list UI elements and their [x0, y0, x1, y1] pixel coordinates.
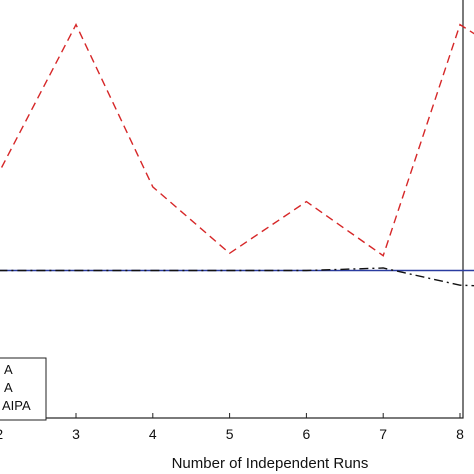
series-lines — [0, 23, 474, 287]
x-tick-label: 7 — [379, 426, 387, 442]
legend-entry-label: AIPA — [2, 398, 31, 413]
x-tick-label: 6 — [303, 426, 311, 442]
legend: AA AIPA — [0, 357, 47, 421]
x-tick-label: 3 — [72, 426, 80, 442]
x-tick-label: 4 — [149, 426, 157, 442]
legend-entry-label: A — [4, 362, 13, 377]
x-tick-label: 5 — [226, 426, 234, 442]
x-tick-label: 8 — [456, 426, 464, 442]
legend-box — [0, 357, 47, 421]
series-line-1 — [0, 23, 474, 257]
plot-frame — [0, 0, 464, 419]
series-line-3 — [0, 267, 474, 287]
x-tick-label: 2 — [0, 426, 3, 442]
axes — [0, 0, 464, 419]
x-tick-labels: 2 3 4 5 6 7 8 — [0, 426, 464, 442]
x-axis-title: Number of Independent Runs — [172, 455, 369, 472]
legend-entry-label: A — [4, 380, 13, 395]
